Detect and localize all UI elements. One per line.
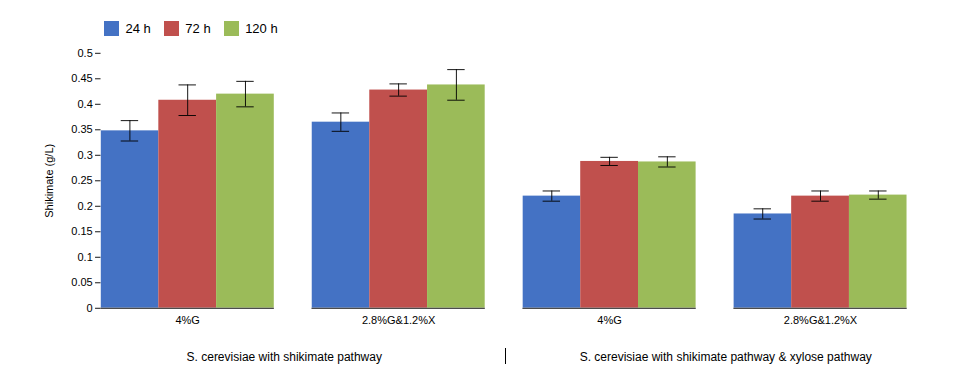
html-text:24 h: 24 h	[125, 20, 151, 36]
svg-text:0.1: 0.1	[77, 251, 92, 263]
html-text:S. cerevisiae with shikimate p: S. cerevisiae with shikimate pathway	[186, 349, 382, 364]
svg-text:0.15: 0.15	[71, 225, 92, 237]
svg-text:Shikimate (g/L): Shikimate (g/L)	[43, 144, 55, 218]
svg-text:0.4: 0.4	[77, 98, 92, 110]
svg-text:0.5: 0.5	[77, 47, 92, 59]
svg-text:0: 0	[87, 302, 93, 314]
html-text:120 h: 120 h	[245, 20, 278, 36]
svg-text:4%G: 4%G	[597, 314, 621, 326]
svg-text:0.05: 0.05	[71, 276, 92, 288]
svg-text:2.8%G&1.2%X: 2.8%G&1.2%X	[784, 314, 858, 326]
svg-text:4%G: 4%G	[175, 314, 199, 326]
svg-text:0.35: 0.35	[71, 123, 92, 135]
svg-text:0.45: 0.45	[71, 72, 92, 84]
svg-text:0.2: 0.2	[77, 200, 92, 212]
html-text:72 h: 72 h	[185, 20, 211, 36]
html-text:S. cerevisiae with shikimate p: S. cerevisiae with shikimate pathway & x…	[579, 349, 872, 364]
svg-text:2.8%G&1.2%X: 2.8%G&1.2%X	[362, 314, 436, 326]
svg-text:0.3: 0.3	[77, 149, 92, 161]
svg-text:0.25: 0.25	[71, 174, 92, 186]
